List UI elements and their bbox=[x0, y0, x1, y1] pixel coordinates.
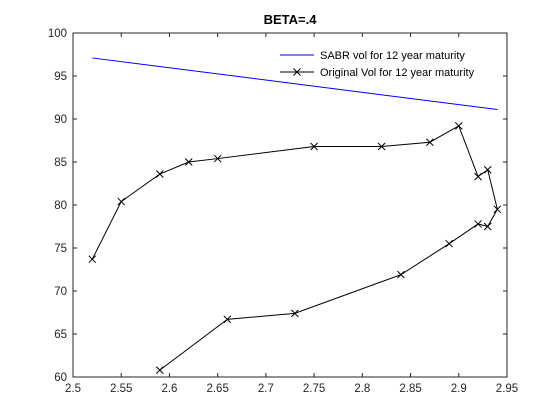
x-tick-label: 2.75 bbox=[303, 383, 325, 395]
y-tick-label: 95 bbox=[54, 71, 67, 83]
data-point-marker bbox=[88, 255, 97, 264]
data-point-marker bbox=[155, 366, 164, 374]
data-point-marker bbox=[155, 170, 164, 178]
x-tick-label: 2.7 bbox=[258, 383, 274, 395]
legend-entry: Original Vol for 12 year maturity bbox=[280, 67, 475, 79]
x-axis: 2.5 2.55 2.6 2.65 2.7 2.75 2.8 2.85 2.9 2.95 bbox=[65, 33, 518, 395]
data-point-marker bbox=[377, 142, 386, 151]
legend-entry: SABR vol for 12 year maturity bbox=[280, 50, 465, 62]
legend: SABR vol for 12 year maturity Original Vo… bbox=[280, 50, 475, 79]
data-point-marker bbox=[117, 197, 126, 206]
legend-label: SABR vol for 12 year maturity bbox=[320, 50, 465, 62]
data-point-marker bbox=[397, 270, 405, 279]
y-tick-label: 85 bbox=[54, 157, 67, 169]
series-2 bbox=[88, 122, 502, 374]
series-line bbox=[92, 57, 498, 111]
x-tick-label: 2.9 bbox=[451, 383, 467, 395]
y-tick-label: 100 bbox=[48, 28, 67, 40]
x-tick-label: 2.85 bbox=[399, 383, 421, 395]
data-point-marker bbox=[483, 165, 492, 174]
x-tick-label: 2.95 bbox=[496, 383, 518, 395]
y-axis: 60 65 70 75 80 85 90 95 100 bbox=[48, 28, 507, 384]
y-tick-label: 75 bbox=[54, 243, 67, 255]
data-point-marker bbox=[474, 172, 482, 181]
x-tick-label: 2.65 bbox=[206, 383, 228, 395]
x-tick-label: 2.8 bbox=[354, 383, 370, 395]
data-point-marker bbox=[454, 122, 463, 130]
legend-label: Original Vol for 12 year maturity bbox=[320, 67, 475, 79]
y-tick-label: 70 bbox=[54, 286, 67, 298]
data-point-marker bbox=[474, 220, 482, 228]
series-1 bbox=[92, 57, 498, 111]
x-tick-label: 2.55 bbox=[110, 383, 132, 395]
series-layer bbox=[88, 57, 502, 374]
y-tick-label: 90 bbox=[54, 114, 67, 126]
data-point-marker bbox=[184, 158, 193, 166]
data-point-marker bbox=[493, 205, 502, 214]
data-point-marker bbox=[223, 315, 232, 324]
data-point-marker bbox=[445, 239, 453, 248]
data-point-marker bbox=[425, 138, 434, 147]
data-point-marker bbox=[310, 142, 318, 151]
y-tick-label: 80 bbox=[54, 200, 67, 212]
y-tick-label: 65 bbox=[54, 329, 67, 341]
data-point-marker bbox=[290, 309, 299, 318]
x-tick-label: 2.6 bbox=[161, 383, 177, 395]
plot-area bbox=[73, 33, 507, 377]
x-tick-label: 2.5 bbox=[65, 383, 81, 395]
data-point-marker bbox=[483, 222, 492, 231]
data-point-marker bbox=[213, 154, 222, 163]
y-tick-label: 60 bbox=[54, 372, 67, 384]
chart-title: BETA=.4 bbox=[264, 12, 318, 27]
